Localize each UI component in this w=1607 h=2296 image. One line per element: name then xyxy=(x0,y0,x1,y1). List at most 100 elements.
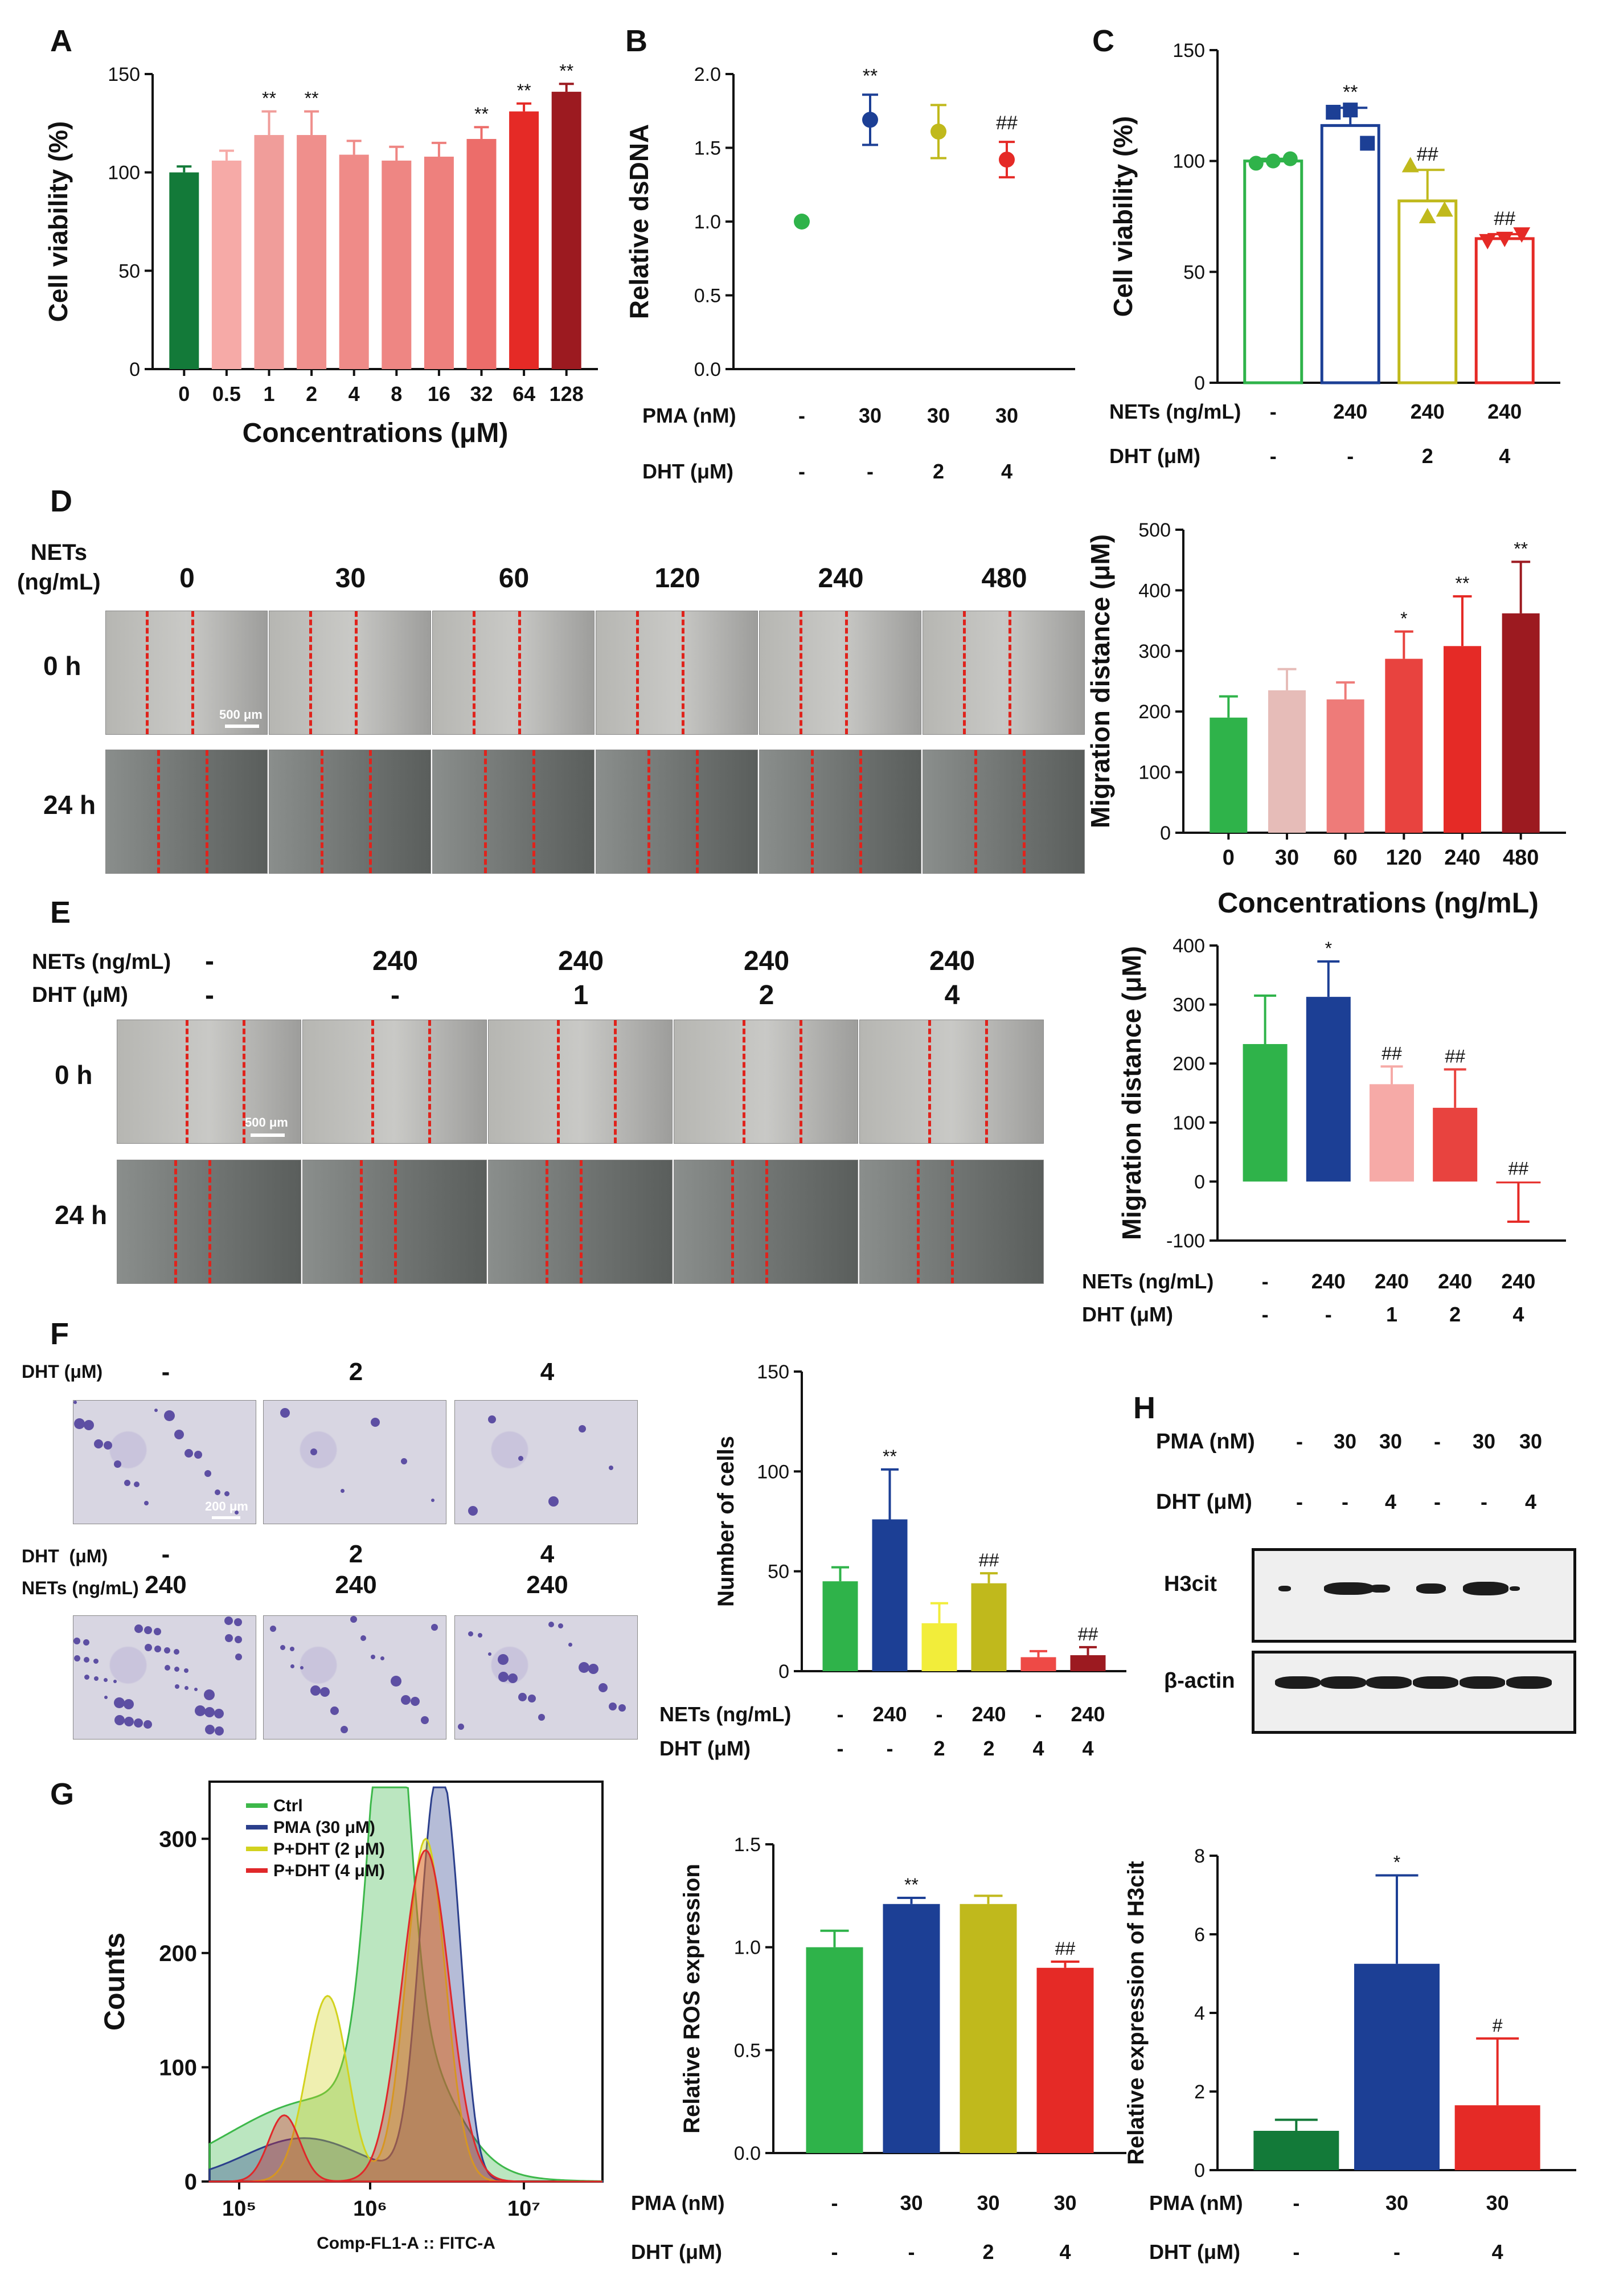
legend-label: PMA (30 μM) xyxy=(273,1818,375,1837)
condition-value: 30 xyxy=(927,404,950,427)
blot-lane-value: 30 xyxy=(1472,1430,1496,1453)
bar xyxy=(806,1947,863,2153)
data-point xyxy=(1265,153,1281,169)
stained-cell xyxy=(538,1714,545,1721)
legend-label: Ctrl xyxy=(273,1796,303,1815)
blot-row-label: DHT (μM) xyxy=(1156,1490,1252,1514)
stained-cell xyxy=(144,1720,152,1729)
y-tick-label: 100 xyxy=(108,162,140,184)
wound-edge-line xyxy=(731,1160,734,1283)
wound-edge-line xyxy=(174,1160,177,1283)
bar xyxy=(921,1623,957,1671)
condition-value: - xyxy=(908,2240,915,2264)
stained-cell xyxy=(609,1702,617,1710)
wound-edge-line xyxy=(1009,611,1011,734)
condition-value: 4 xyxy=(1032,1737,1044,1760)
bar xyxy=(1020,1657,1056,1671)
time-label: 24 h xyxy=(55,1200,108,1230)
stained-cell xyxy=(224,1491,229,1496)
y-tick-label: 2 xyxy=(1194,2081,1205,2103)
significance-mark: * xyxy=(1325,938,1332,959)
significance-mark: ** xyxy=(305,88,319,109)
significance-mark: # xyxy=(1493,2015,1503,2036)
blot-lane-value: 30 xyxy=(1379,1430,1403,1453)
panel-letter-d: D xyxy=(50,484,72,518)
scale-bar-label: 500 μm xyxy=(245,1115,288,1129)
bar xyxy=(1496,1181,1541,1184)
condition-row-label: NETs (ng/mL) xyxy=(659,1702,791,1726)
bar xyxy=(1243,159,1303,384)
stained-cell xyxy=(468,1631,473,1636)
bar xyxy=(1397,199,1458,384)
data-point xyxy=(1343,103,1358,118)
y-tick-label: 200 xyxy=(159,1941,197,1966)
transwell-image xyxy=(454,1615,638,1740)
stained-cell xyxy=(310,1685,321,1696)
data-point xyxy=(1248,155,1264,171)
blot-lane-value: - xyxy=(1342,1490,1348,1513)
y-tick-label: 0 xyxy=(185,2170,197,2195)
bar xyxy=(169,172,199,369)
bar xyxy=(1070,1655,1106,1671)
stained-cell xyxy=(224,1616,233,1625)
stained-cell xyxy=(341,1489,345,1493)
dht-value: 2 xyxy=(349,1358,363,1386)
bar xyxy=(254,135,284,369)
wound-edge-line xyxy=(974,750,977,873)
y-tick-label: 200 xyxy=(1173,1053,1205,1075)
bar xyxy=(1502,613,1540,833)
blot-lane-value: - xyxy=(1296,1430,1303,1453)
stained-cell xyxy=(421,1716,429,1724)
stained-cell xyxy=(350,1616,357,1623)
transwell-image xyxy=(73,1615,256,1740)
wound-edge-line xyxy=(518,611,521,734)
stained-cell xyxy=(94,1676,99,1681)
data-point xyxy=(1436,201,1453,217)
data-point xyxy=(1282,151,1298,166)
panel-letter-h: H xyxy=(1133,1391,1155,1425)
stained-cell xyxy=(174,1430,184,1439)
actin-band xyxy=(1321,1676,1366,1689)
nets-value: 240 xyxy=(372,946,419,976)
stained-cell xyxy=(184,1668,188,1673)
stained-cell xyxy=(84,1420,94,1430)
stained-cell xyxy=(498,1654,509,1665)
y-tick-label: 0 xyxy=(1194,373,1205,394)
x-tick-label: 30 xyxy=(1275,846,1299,870)
y-tick-label: 0.5 xyxy=(734,2040,761,2061)
condition-value: 2 xyxy=(1449,1303,1461,1326)
condition-value: 4 xyxy=(1082,1737,1093,1760)
x-tick-label: 480 xyxy=(1503,846,1539,870)
stained-cell xyxy=(145,1644,152,1651)
stained-cell xyxy=(154,1646,161,1652)
condition-value: - xyxy=(1347,444,1354,468)
x-tick-label: 0 xyxy=(1223,846,1235,870)
transwell-image xyxy=(263,1400,446,1524)
stained-cell xyxy=(280,1408,290,1418)
y-tick-label: 50 xyxy=(118,260,140,282)
wound-edge-line xyxy=(394,1160,397,1283)
condition-value: - xyxy=(798,404,805,427)
band-label: H3cit xyxy=(1164,1572,1217,1596)
stained-cell xyxy=(74,1418,85,1429)
y-tick-label: 100 xyxy=(1138,762,1171,784)
x-tick-label: 4 xyxy=(349,382,360,406)
scratch-image xyxy=(105,750,268,874)
bar xyxy=(1210,717,1248,833)
y-axis-label: Migration distance (μM) xyxy=(1085,534,1115,828)
scratch-image xyxy=(269,750,431,874)
scratch-image xyxy=(923,750,1085,874)
stained-cell xyxy=(330,1706,339,1715)
stained-cell xyxy=(568,1643,572,1647)
bar xyxy=(960,1904,1017,2153)
condition-value: 240 xyxy=(1438,1270,1472,1293)
dht-value: - xyxy=(391,980,400,1010)
condition-value: - xyxy=(837,1702,844,1726)
nets-value: 240 xyxy=(145,1571,187,1599)
condition-value: - xyxy=(831,2240,838,2264)
wound-edge-line xyxy=(309,611,312,734)
condition-row-label: DHT (μM) xyxy=(659,1737,751,1760)
stained-cell xyxy=(144,1501,149,1505)
wound-edge-line xyxy=(157,750,160,873)
